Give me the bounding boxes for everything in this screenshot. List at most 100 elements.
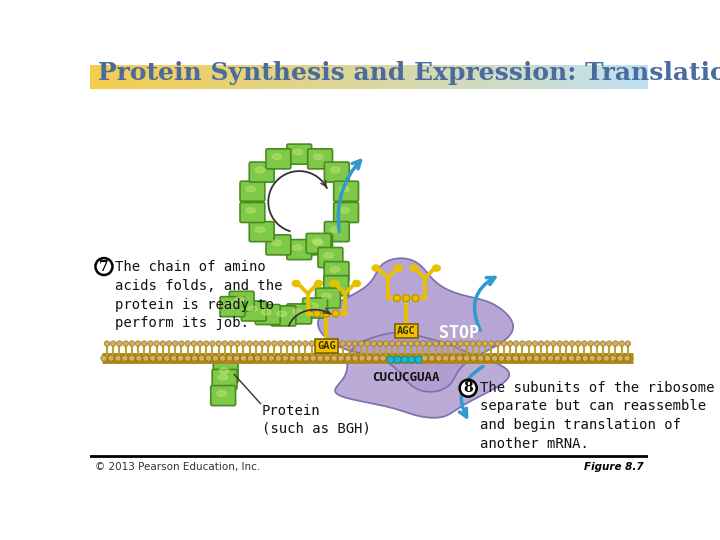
Circle shape bbox=[309, 341, 315, 346]
Circle shape bbox=[422, 355, 428, 361]
Bar bbox=[617, 65, 618, 90]
Circle shape bbox=[619, 341, 624, 346]
Circle shape bbox=[331, 355, 337, 361]
Circle shape bbox=[104, 341, 109, 346]
Bar bbox=[280, 65, 281, 90]
Circle shape bbox=[108, 355, 114, 361]
Bar bbox=[641, 65, 642, 90]
Bar bbox=[383, 65, 384, 90]
Bar bbox=[461, 65, 462, 90]
Bar bbox=[138, 65, 139, 90]
Bar bbox=[553, 65, 554, 90]
Bar bbox=[465, 65, 466, 90]
Bar bbox=[469, 65, 471, 90]
Ellipse shape bbox=[292, 280, 300, 287]
Ellipse shape bbox=[332, 310, 339, 317]
Circle shape bbox=[582, 341, 588, 346]
Circle shape bbox=[228, 341, 234, 346]
Bar bbox=[248, 65, 249, 90]
Ellipse shape bbox=[393, 295, 400, 301]
Bar bbox=[607, 65, 608, 90]
Circle shape bbox=[489, 341, 494, 346]
Bar bbox=[543, 65, 544, 90]
Bar bbox=[627, 65, 628, 90]
Bar bbox=[423, 65, 424, 90]
Bar bbox=[595, 65, 596, 90]
Bar bbox=[571, 65, 572, 90]
Bar bbox=[424, 65, 425, 90]
Circle shape bbox=[157, 355, 163, 361]
Bar bbox=[269, 65, 270, 90]
Bar bbox=[161, 65, 162, 90]
Bar bbox=[451, 65, 452, 90]
Bar bbox=[334, 65, 335, 90]
Bar bbox=[180, 65, 181, 90]
Bar bbox=[586, 65, 587, 90]
Bar bbox=[629, 65, 630, 90]
Bar bbox=[90, 65, 91, 90]
Circle shape bbox=[96, 258, 112, 275]
Bar bbox=[360, 65, 361, 90]
Bar bbox=[153, 65, 154, 90]
Bar bbox=[162, 65, 163, 90]
Bar bbox=[229, 65, 230, 90]
Bar bbox=[492, 65, 493, 90]
Bar bbox=[415, 65, 416, 90]
Bar bbox=[224, 65, 225, 90]
Bar bbox=[573, 65, 574, 90]
Bar bbox=[184, 65, 185, 90]
Bar bbox=[118, 65, 119, 90]
Bar bbox=[645, 65, 646, 90]
Bar bbox=[554, 65, 555, 90]
Bar bbox=[316, 65, 317, 90]
Circle shape bbox=[408, 355, 414, 361]
Bar bbox=[354, 65, 355, 90]
Bar bbox=[92, 65, 93, 90]
Bar bbox=[208, 65, 209, 90]
Bar bbox=[119, 65, 120, 90]
Bar bbox=[399, 65, 400, 90]
Bar bbox=[444, 65, 445, 90]
Circle shape bbox=[191, 341, 197, 346]
Bar bbox=[488, 65, 489, 90]
Circle shape bbox=[575, 355, 581, 361]
Circle shape bbox=[205, 355, 212, 361]
Circle shape bbox=[296, 355, 302, 361]
Circle shape bbox=[136, 355, 142, 361]
Bar bbox=[373, 65, 374, 90]
Bar bbox=[259, 65, 260, 90]
Text: © 2013 Pearson Education, Inc.: © 2013 Pearson Education, Inc. bbox=[94, 462, 260, 472]
Bar bbox=[628, 65, 629, 90]
Bar bbox=[483, 65, 484, 90]
Circle shape bbox=[321, 341, 327, 346]
Bar bbox=[299, 65, 300, 90]
Circle shape bbox=[269, 355, 274, 361]
Ellipse shape bbox=[255, 227, 265, 232]
Ellipse shape bbox=[226, 302, 235, 307]
Circle shape bbox=[114, 355, 121, 361]
Bar bbox=[372, 65, 373, 90]
Ellipse shape bbox=[261, 309, 271, 315]
Bar bbox=[484, 65, 485, 90]
Circle shape bbox=[513, 341, 519, 346]
Bar bbox=[580, 65, 581, 90]
Bar bbox=[584, 65, 585, 90]
Bar bbox=[355, 65, 356, 90]
Circle shape bbox=[613, 341, 618, 346]
Circle shape bbox=[210, 341, 215, 346]
FancyBboxPatch shape bbox=[333, 202, 359, 222]
Bar bbox=[181, 65, 182, 90]
Bar bbox=[330, 65, 331, 90]
Bar bbox=[215, 65, 216, 90]
Bar bbox=[323, 65, 324, 90]
Circle shape bbox=[534, 355, 539, 361]
Bar bbox=[245, 65, 246, 90]
Bar bbox=[458, 65, 459, 90]
Bar bbox=[361, 65, 362, 90]
Bar bbox=[151, 65, 152, 90]
Bar bbox=[189, 65, 190, 90]
Bar bbox=[421, 65, 422, 90]
Bar bbox=[252, 65, 253, 90]
Bar bbox=[165, 65, 166, 90]
Bar bbox=[418, 65, 419, 90]
